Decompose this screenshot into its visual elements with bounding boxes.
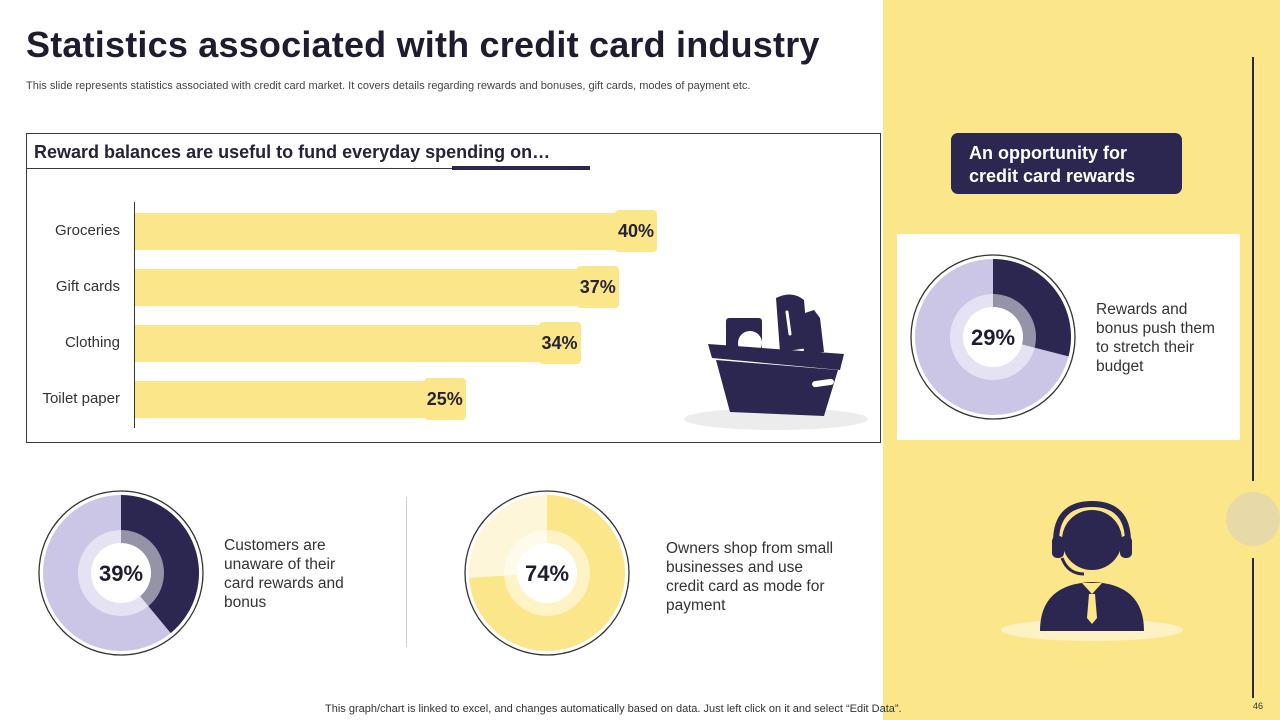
- bar-chart-title: Reward balances are useful to fund every…: [34, 142, 551, 162]
- bar[interactable]: [135, 325, 569, 362]
- donut-value-unaware: 39%: [98, 561, 144, 586]
- bar-value-label: 34%: [538, 322, 581, 364]
- support-agent-icon: [1001, 500, 1183, 641]
- right-divider-bottom: [1252, 558, 1254, 698]
- heading-underline: [26, 168, 452, 169]
- donut-value-small-business: 74%: [524, 561, 570, 586]
- donut-chart-small-business[interactable]: [463, 489, 631, 657]
- bar[interactable]: [135, 269, 607, 306]
- donut-value-rewards: 29%: [970, 325, 1016, 350]
- right-divider-top: [1252, 57, 1254, 481]
- bar[interactable]: [135, 381, 454, 418]
- donut-chart-rewards[interactable]: [909, 253, 1077, 421]
- bar[interactable]: [135, 213, 645, 250]
- bar-value-label: 40%: [615, 210, 657, 252]
- bar-value-label: 37%: [576, 266, 619, 308]
- page-number: 46: [1253, 701, 1264, 711]
- stat-desc-rewards: Rewards and bonus push them to stretch t…: [1096, 301, 1215, 375]
- bar-category-label: Toilet paper: [42, 390, 120, 407]
- shopping-basket-icon: [684, 294, 868, 430]
- heading-accent-bar: [452, 166, 590, 170]
- donut-chart-unaware[interactable]: [37, 489, 205, 657]
- page-title: Statistics associated with credit card i…: [26, 24, 820, 65]
- bar-category-label: Clothing: [64, 334, 120, 351]
- bar-category-label: Gift cards: [55, 278, 120, 295]
- stat-desc-unaware: Customers are unaware of their card rewa…: [224, 537, 344, 611]
- bar-category-label: Groceries: [54, 222, 120, 239]
- bar-chart-axis: [134, 202, 135, 428]
- section-divider: [406, 497, 407, 647]
- opportunity-box: An opportunity for credit card rewards: [951, 133, 1182, 194]
- footer-note: This graph/chart is linked to excel, and…: [325, 703, 902, 715]
- bar-value-label: 25%: [423, 378, 466, 420]
- stat-desc-small-business: Owners shop from small businesses and us…: [666, 540, 834, 614]
- page-subtitle: This slide represents statistics associa…: [26, 80, 751, 92]
- decorative-circle: [1226, 492, 1280, 546]
